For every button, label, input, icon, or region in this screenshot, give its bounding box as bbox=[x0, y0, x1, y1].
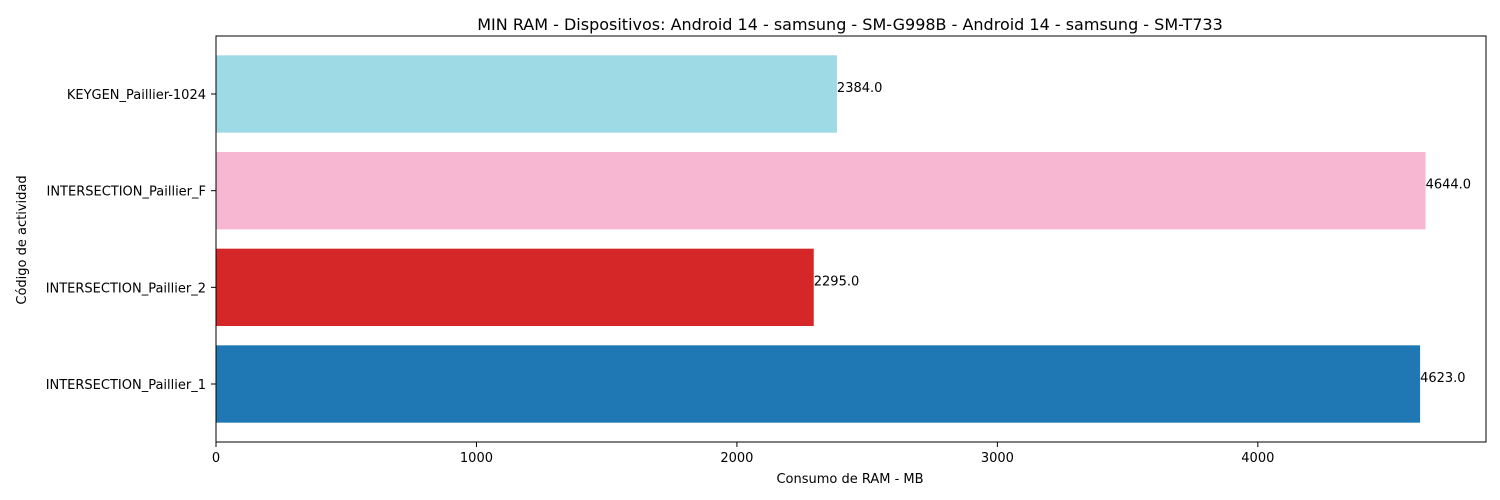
data-label: 4623.0 bbox=[1420, 371, 1466, 386]
y-tick-label: INTERSECTION_Paillier_F bbox=[46, 185, 206, 200]
y-tick-label: KEYGEN_Paillier-1024 bbox=[67, 88, 206, 103]
x-axis-label: Consumo de RAM - MB bbox=[776, 472, 923, 487]
bar-INTERSECTION_Paillier_1 bbox=[216, 345, 1421, 423]
y-tick-label: INTERSECTION_Paillier_1 bbox=[46, 378, 206, 393]
data-label: 4644.0 bbox=[1426, 178, 1472, 193]
bar-INTERSECTION_Paillier_F bbox=[216, 152, 1426, 230]
data-label: 2295.0 bbox=[814, 274, 860, 289]
y-tick-labels: INTERSECTION_Paillier_1 INTERSECTION_Pail… bbox=[46, 88, 216, 393]
data-label: 2384.0 bbox=[837, 81, 883, 96]
chart-title: MIN RAM - Dispositivos: Android 14 - sam… bbox=[477, 15, 1223, 34]
x-ticks: 0 1000 2000 3000 4000 bbox=[212, 442, 1274, 466]
x-tick-label: 0 bbox=[212, 451, 220, 466]
bar-INTERSECTION_Paillier_2 bbox=[216, 248, 814, 326]
x-tick-label: 3000 bbox=[981, 451, 1014, 466]
y-axis-label: Código de actividad bbox=[15, 175, 30, 304]
bar-KEYGEN_Paillier-1024 bbox=[216, 55, 837, 133]
value-labels: 4623.0 2295.0 4644.0 2384.0 bbox=[814, 81, 1471, 386]
y-tick-label: INTERSECTION_Paillier_2 bbox=[46, 281, 206, 296]
x-tick-label: 2000 bbox=[720, 451, 753, 466]
x-tick-label: 1000 bbox=[460, 451, 493, 466]
plot-frame bbox=[215, 35, 1487, 443]
x-tick-label: 4000 bbox=[1241, 451, 1274, 466]
bars-group bbox=[216, 55, 1426, 423]
